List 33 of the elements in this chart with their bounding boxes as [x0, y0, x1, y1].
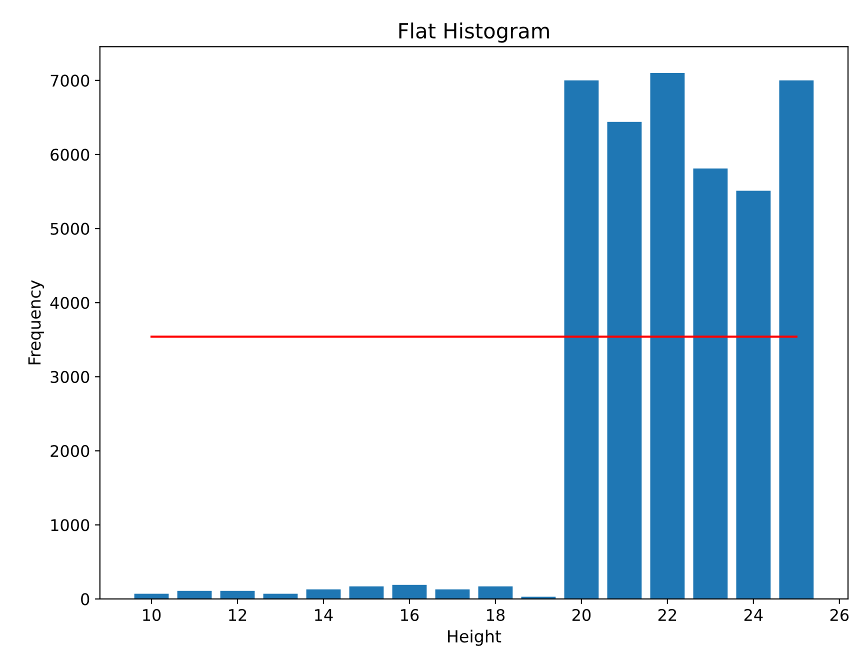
- y-axis-title: Frequency: [28, 280, 44, 364]
- bar: [349, 586, 384, 599]
- bar: [177, 590, 212, 599]
- y-tick-label: 0: [81, 593, 90, 606]
- x-tick-label: 26: [830, 608, 849, 622]
- y-tick-label: 7000: [50, 74, 90, 87]
- chart-title: Flat Histogram: [399, 22, 549, 43]
- x-tick-label: 14: [315, 609, 333, 621]
- x-tick-label: 22: [658, 608, 676, 621]
- x-axis-title: Height: [448, 630, 502, 646]
- bar: [220, 590, 255, 599]
- bar: [392, 584, 427, 599]
- y-tick-label: 3000: [50, 370, 90, 384]
- bar: [478, 586, 513, 599]
- bar: [736, 190, 771, 599]
- bar: [693, 168, 728, 599]
- y-tick-label: 2000: [50, 445, 90, 458]
- x-tick-label: 20: [572, 608, 591, 622]
- bar: [564, 80, 599, 599]
- x-tick-label: 18: [487, 608, 505, 622]
- y-tick-label: 5000: [50, 222, 90, 235]
- x-tick-label: 12: [229, 608, 246, 621]
- bar: [650, 72, 685, 599]
- x-tick-label: 24: [744, 608, 763, 621]
- x-tick-label: 16: [401, 608, 419, 622]
- bar: [779, 80, 814, 599]
- bar: [306, 589, 341, 599]
- x-tick-label: 10: [143, 608, 161, 622]
- bar: [435, 589, 470, 599]
- bar: [607, 122, 642, 599]
- y-tick-label: 6000: [50, 148, 90, 161]
- y-tick-label: 1000: [51, 519, 90, 532]
- y-tick-label: 4000: [50, 296, 90, 309]
